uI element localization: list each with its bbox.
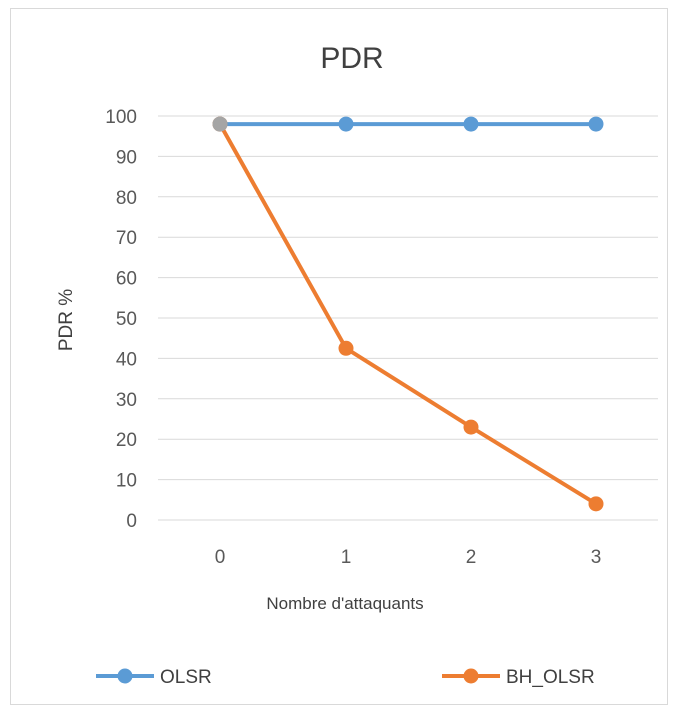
- x-axis-title: Nombre d'attaquants: [266, 594, 423, 613]
- y-tick-label: 80: [116, 188, 137, 209]
- y-axis-title: PDR %: [56, 289, 77, 351]
- y-tick-label: 20: [116, 430, 137, 451]
- data-point: [463, 419, 479, 435]
- data-point: [588, 496, 604, 512]
- gridlines: [158, 115, 658, 521]
- y-tick-label: 30: [116, 390, 137, 411]
- x-tick-label: 0: [215, 547, 226, 568]
- data-point: [588, 116, 604, 132]
- legend-label: BH_OLSR: [506, 667, 595, 688]
- y-tick-label: 0: [126, 511, 137, 532]
- x-tick-labels: 0 1 2 3: [215, 547, 602, 568]
- y-tick-label: 90: [116, 147, 137, 168]
- data-point: [212, 116, 228, 132]
- legend-swatch-marker: [463, 668, 479, 684]
- legend: OLSR BH_OLSR: [96, 667, 595, 688]
- y-tick-label: 50: [116, 309, 137, 330]
- series-line-bh_olsr: [218, 123, 598, 506]
- chart-title: PDR: [320, 42, 383, 75]
- y-tick-label: 100: [105, 107, 137, 128]
- legend-label: OLSR: [160, 667, 212, 688]
- x-tick-label: 2: [466, 547, 477, 568]
- legend-swatch-marker: [117, 668, 133, 684]
- x-tick-label: 3: [591, 547, 602, 568]
- series-lines: [212, 116, 604, 512]
- y-tick-label: 10: [116, 471, 137, 492]
- x-tick-label: 1: [341, 547, 352, 568]
- data-point: [463, 116, 479, 132]
- y-tick-label: 70: [116, 228, 137, 249]
- y-tick-labels: 0 10 20 30 40 50 60 70 80 90 100: [105, 107, 137, 532]
- data-point: [338, 340, 354, 356]
- y-tick-label: 60: [116, 269, 137, 290]
- y-tick-label: 40: [116, 349, 137, 370]
- data-point: [338, 116, 354, 132]
